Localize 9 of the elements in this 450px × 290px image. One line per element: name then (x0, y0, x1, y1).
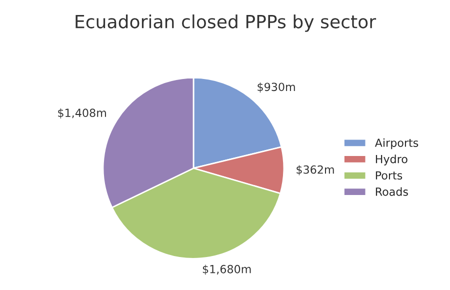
data-label: $362m (296, 165, 334, 176)
legend-label: Hydro (376, 154, 408, 166)
legend-label: Airports (374, 138, 418, 150)
legend-label: Roads (376, 187, 408, 196)
data-label: $1,680m (202, 264, 251, 275)
data-label: $1,408m (58, 108, 106, 119)
data-label: $930m (258, 82, 295, 93)
chart-title: Ecuadorian closed PPPs by sector (76, 14, 376, 32)
legend-label: Ports (376, 171, 402, 180)
